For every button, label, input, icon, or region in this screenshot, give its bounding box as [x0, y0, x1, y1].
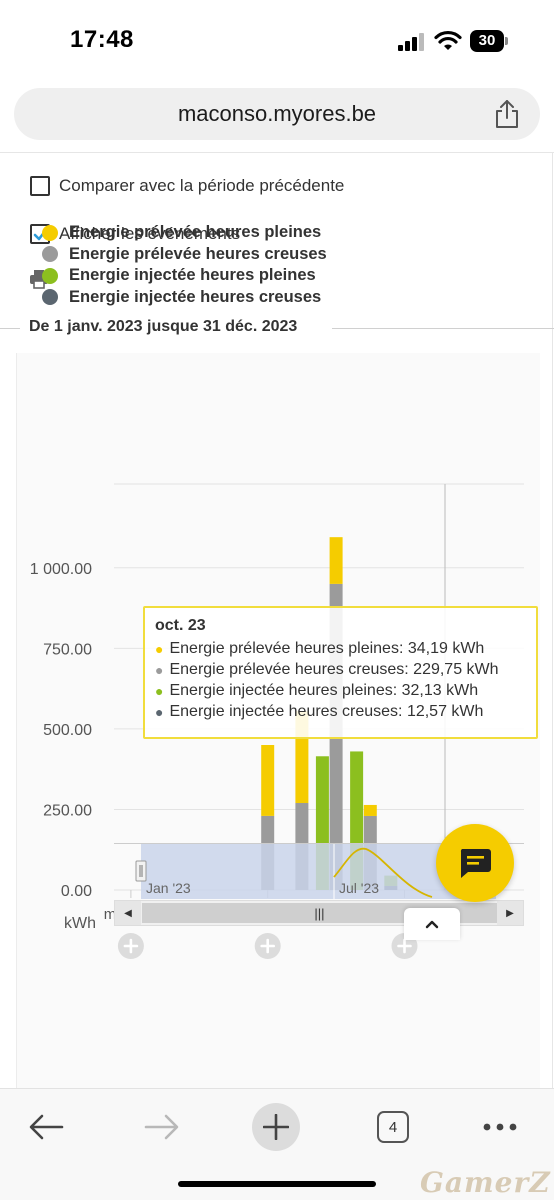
- chat-icon: [460, 849, 491, 878]
- back-arrow-icon: [29, 1114, 64, 1140]
- status-time: 17:48: [70, 26, 134, 53]
- tooltip-row: ● Energie injectée heures pleines: 32,13 …: [155, 680, 526, 701]
- legend-label: Energie prélevée heures pleines: [69, 223, 322, 242]
- status-bar: 17:48 30: [0, 0, 554, 80]
- date-range-label: De 1 janv. 2023 jusque 31 déc. 2023: [29, 318, 298, 335]
- battery-icon: 30: [470, 30, 508, 52]
- tooltip-text: Energie injectée heures creuses: 12,57 k…: [169, 702, 484, 720]
- tooltip-text: Energie injectée heures pleines: 32,13 k…: [169, 681, 479, 699]
- navigator-label: Jan '23: [146, 880, 191, 896]
- navigator-series-line: [333, 847, 433, 898]
- share-icon[interactable]: [494, 99, 520, 129]
- url-text[interactable]: maconso.myores.be: [177, 101, 377, 126]
- legend-dot: [42, 246, 58, 263]
- bar-segment[interactable]: [329, 537, 343, 584]
- navigator-label: Jul '23: [339, 880, 379, 896]
- date-range-header: De 1 janv. 2023 jusque 31 déc. 2023: [0, 313, 554, 343]
- back-button[interactable]: [24, 1107, 68, 1147]
- tooltip-text: Energie prélevée heures pleines: 34,19 k…: [169, 639, 485, 657]
- compare-checkbox[interactable]: [30, 176, 50, 196]
- wifi-icon: [434, 30, 462, 50]
- plus-icon: [260, 938, 275, 954]
- address-bar[interactable]: maconso.myores.be: [14, 88, 540, 140]
- navigator-handle-left[interactable]: [135, 860, 147, 882]
- bar-segment[interactable]: [363, 804, 377, 816]
- tooltip-title: oct. 23: [155, 617, 206, 634]
- tabs-count: 4: [377, 1111, 409, 1143]
- y-tick-label: 500.00: [43, 722, 92, 739]
- forward-arrow-icon: [144, 1114, 179, 1140]
- forward-button[interactable]: [140, 1107, 184, 1147]
- cellular-signal-icon: [398, 33, 424, 51]
- chevron-up-icon: [425, 920, 439, 929]
- chat-button[interactable]: [436, 824, 514, 902]
- tooltip-text: Energie prélevée heures creuses: 229,75 …: [169, 660, 499, 678]
- tabs-button[interactable]: 4: [376, 1107, 410, 1147]
- new-tab-button[interactable]: [252, 1103, 300, 1151]
- legend-label: Energie injectée heures pleines: [69, 266, 316, 285]
- legend-dot: [42, 224, 58, 241]
- legend-item[interactable]: Energie prélevée heures pleines: [42, 222, 327, 244]
- events-label: Afficher les événements: [59, 224, 241, 243]
- y-tick-label: 0.00: [61, 883, 92, 900]
- tooltip-dot: ●: [155, 640, 164, 657]
- plus-icon: [263, 1114, 289, 1140]
- tooltip-dot: ●: [155, 682, 164, 699]
- legend-dot: [42, 267, 58, 284]
- tooltip-dot: ●: [155, 661, 164, 678]
- tooltip-row: ● Energie injectée heures creuses: 12,57 …: [155, 701, 526, 722]
- more-icon: [483, 1123, 517, 1131]
- more-menu-button[interactable]: [480, 1107, 520, 1147]
- legend-label: Energie injectée heures creuses: [69, 287, 322, 306]
- navigator-scrollbar[interactable]: ◀ ||| ▶: [114, 900, 524, 926]
- tooltip-dot: ●: [155, 703, 164, 720]
- compare-label: Comparer avec la période précédente: [59, 176, 345, 195]
- legend-item[interactable]: Energie prélevée heures creuses: [42, 244, 327, 266]
- y-tick-label: 750.00: [43, 641, 92, 658]
- watermark: GamerZ: [420, 1166, 551, 1199]
- home-indicator: [178, 1181, 376, 1187]
- y-tick-label: 250.00: [43, 802, 92, 819]
- y-unit-label: kWh: [64, 915, 96, 932]
- legend-item[interactable]: Energie injectée heures pleines: [42, 265, 327, 287]
- scroll-right-button[interactable]: ▶: [497, 901, 523, 925]
- scroll-left-button[interactable]: ◀: [115, 901, 141, 925]
- collapse-tab[interactable]: [404, 908, 460, 940]
- y-tick-label: 1 000.00: [30, 561, 92, 578]
- battery-level: 30: [478, 32, 496, 49]
- tooltip-row: ● Energie prélevée heures creuses: 229,75…: [155, 659, 526, 680]
- plus-icon: [123, 938, 139, 954]
- bar-segment[interactable]: [261, 745, 275, 816]
- tooltip-row: ● Energie prélevée heures pleines: 34,19 …: [155, 638, 526, 659]
- legend-dot: [42, 289, 58, 306]
- legend-label: Energie prélevée heures creuses: [69, 244, 327, 263]
- chart-tooltip: oct. 23 ● Energie prélevée heures pleines…: [143, 606, 538, 739]
- plus-icon: [397, 938, 412, 954]
- compare-option[interactable]: Comparer avec la période précédente: [30, 176, 344, 196]
- legend-item[interactable]: Energie injectée heures creuses: [42, 287, 327, 309]
- chart-legend: Energie prélevée heures pleines Energie …: [42, 222, 327, 308]
